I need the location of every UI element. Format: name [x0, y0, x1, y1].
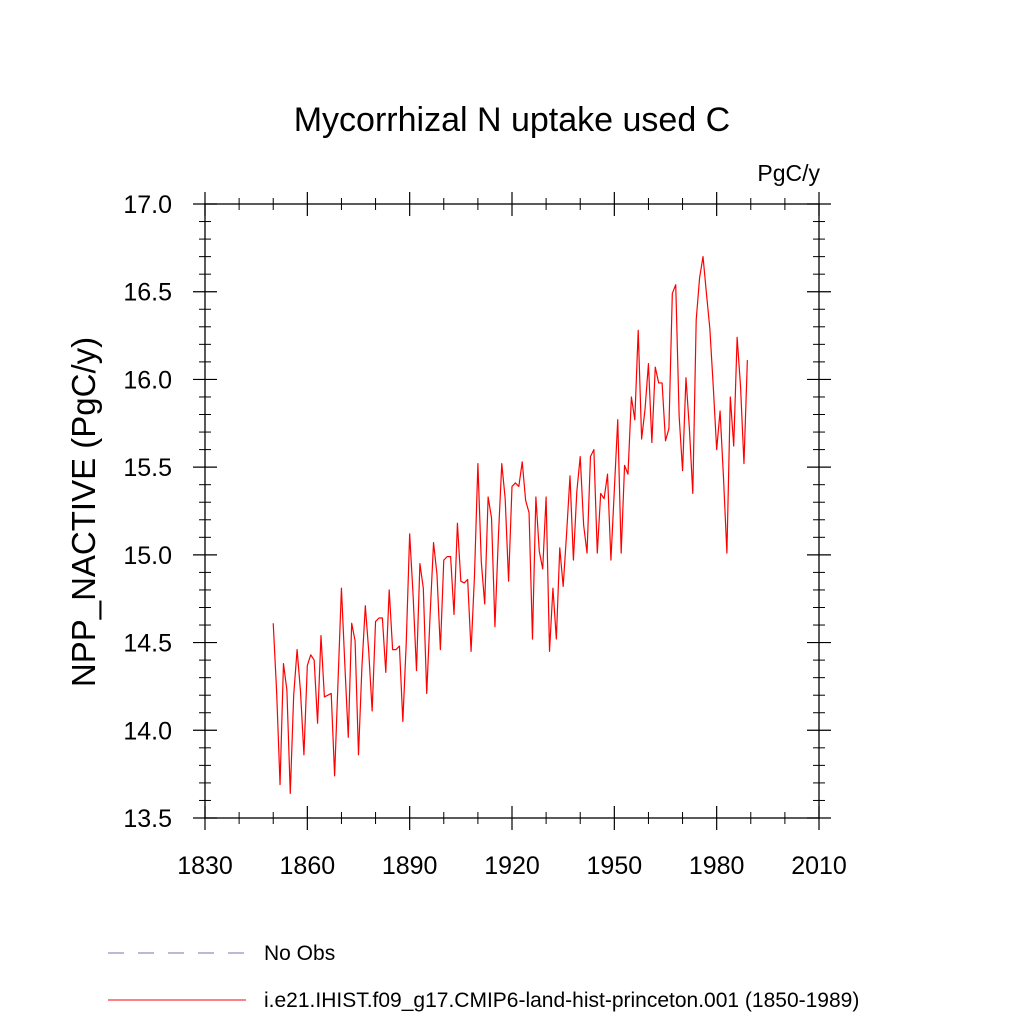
- legend-label-model-run: i.e21.IHIST.f09_g17.CMIP6-land-hist-prin…: [264, 989, 859, 1012]
- y-tick-label: 16.0: [123, 366, 172, 394]
- x-tick-label: 2010: [791, 852, 847, 880]
- y-tick-label: 16.5: [123, 279, 172, 307]
- x-tick-label: 1980: [689, 852, 745, 880]
- y-tick-label: 17.0: [123, 191, 172, 219]
- y-tick-label: 14.5: [123, 630, 172, 658]
- minor-ticks: [199, 198, 825, 824]
- x-tick-label: 1950: [587, 852, 643, 880]
- units-label: PgC/y: [757, 160, 820, 186]
- x-tick-label: 1890: [382, 852, 438, 880]
- y-axis-label: NPP_NACTIVE (PgC/y): [65, 337, 102, 687]
- y-tick-label: 15.0: [123, 542, 172, 570]
- plot-frame: [204, 203, 820, 819]
- y-tick-label: 15.5: [123, 454, 172, 482]
- y-tick-label: 13.5: [123, 805, 172, 833]
- chart-title: Mycorrhizal N uptake used C: [294, 101, 731, 139]
- x-tick-label: 1920: [484, 852, 540, 880]
- legend-label-no-obs: No Obs: [264, 942, 335, 965]
- legend: No Obs i.e21.IHIST.f09_g17.CMIP6-land-hi…: [108, 942, 859, 1012]
- x-tick-label: 1830: [177, 852, 233, 880]
- y-tick-label: 14.0: [123, 717, 172, 745]
- y-tick-labels: 13.5 14.0 14.5 15.0 15.5 16.0 16.5 17.0: [123, 191, 172, 833]
- series-line-1: [272, 256, 748, 795]
- x-tick-label: 1860: [280, 852, 336, 880]
- x-tick-labels: 1830 1860 1890 1920 1950 1980 2010: [177, 852, 847, 880]
- series-lines: [272, 256, 748, 795]
